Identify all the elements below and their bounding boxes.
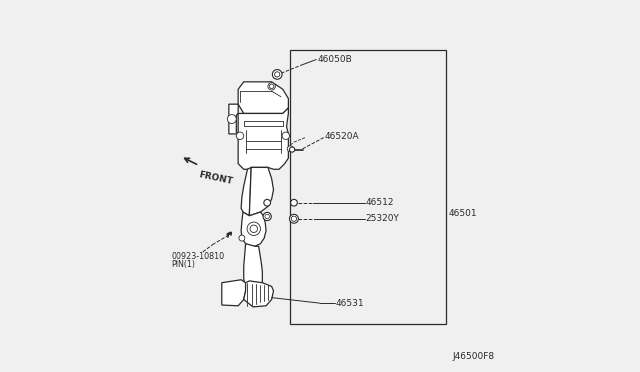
Polygon shape	[241, 167, 251, 216]
Text: 46520A: 46520A	[325, 132, 360, 141]
Circle shape	[269, 84, 274, 89]
Text: PIN(1): PIN(1)	[172, 260, 195, 269]
Circle shape	[265, 214, 269, 219]
Text: 46531: 46531	[336, 299, 365, 308]
Polygon shape	[222, 280, 246, 306]
Text: 25320Y: 25320Y	[365, 214, 399, 223]
Circle shape	[282, 132, 289, 140]
Polygon shape	[238, 108, 289, 169]
Text: 46050B: 46050B	[317, 55, 352, 64]
Circle shape	[268, 83, 275, 90]
Circle shape	[289, 147, 294, 152]
Circle shape	[239, 235, 245, 241]
Bar	[291, 50, 447, 324]
Circle shape	[247, 222, 260, 235]
Circle shape	[287, 146, 293, 152]
Circle shape	[273, 70, 282, 79]
Circle shape	[263, 212, 271, 221]
Polygon shape	[244, 244, 262, 291]
Circle shape	[250, 225, 257, 232]
Text: 46512: 46512	[365, 198, 394, 207]
Circle shape	[291, 216, 296, 221]
Circle shape	[264, 199, 271, 206]
Circle shape	[227, 115, 236, 124]
Circle shape	[236, 132, 244, 140]
Polygon shape	[238, 82, 289, 113]
Polygon shape	[241, 212, 266, 246]
Polygon shape	[250, 167, 273, 216]
Text: 00923-10810: 00923-10810	[172, 252, 225, 261]
Text: 46501: 46501	[449, 209, 477, 218]
Circle shape	[275, 72, 280, 77]
Text: FRONT: FRONT	[197, 170, 233, 186]
Circle shape	[289, 214, 298, 223]
Polygon shape	[229, 104, 238, 134]
Circle shape	[291, 199, 298, 206]
Text: J46500F8: J46500F8	[452, 352, 495, 361]
Polygon shape	[244, 281, 273, 307]
